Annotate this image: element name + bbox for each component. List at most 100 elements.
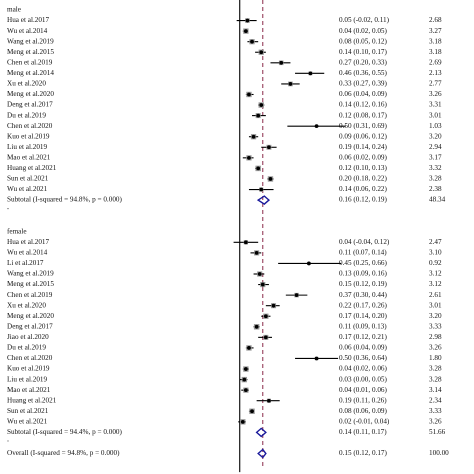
study-label: Chen et al.2020 [7, 122, 53, 130]
study-weight-value: 3.12 [429, 280, 442, 288]
study-ci-value: 0.13 (0.09, 0.16) [339, 270, 388, 278]
study-weight-value: 3.31 [429, 101, 442, 109]
study-weight-value: 3.14 [429, 386, 442, 394]
study-point [242, 377, 247, 382]
study-weight-value: 2.47 [429, 238, 442, 246]
study-label: Huang et al.2021 [7, 164, 57, 172]
study-label: Wang et al.2019 [7, 37, 54, 45]
study-ci-value: 0.02 (-0.01, 0.04) [339, 417, 390, 425]
study-weight-value: 2.77 [429, 80, 442, 88]
study-label: Wang et al.2019 [7, 270, 54, 278]
study-ci-value: 0.14 (0.10, 0.17) [339, 48, 388, 56]
study-point [260, 282, 265, 287]
study-point [245, 18, 250, 23]
study-label: Meng et al.2020 [7, 90, 54, 98]
study-ci-value: 0.12 (0.08, 0.17) [339, 111, 388, 119]
study-label: Du et al.2019 [7, 111, 46, 119]
study-point [254, 324, 259, 329]
study-ci-value: 0.06 (0.02, 0.09) [339, 153, 388, 161]
study-point [271, 303, 276, 308]
study-point [268, 177, 273, 181]
study-label: Deng et al.2017 [7, 101, 53, 109]
study-label: Sun et al.2021 [7, 407, 49, 415]
subtotal-diamond [256, 195, 270, 205]
study-point [256, 113, 261, 118]
study-ci-value: 0.08 (0.06, 0.09) [339, 407, 388, 415]
study-ci-value: 0.06 (0.04, 0.09) [339, 344, 388, 352]
study-ci-value: 0.19 (0.11, 0.26) [339, 396, 387, 404]
study-weight-value: 3.26 [429, 417, 442, 425]
subtotal-label: Subtotal (I-squared = 94.8%, p = 0.000) [7, 196, 123, 204]
study-weight-value: 3.33 [429, 407, 442, 415]
study-point [259, 103, 264, 107]
study-weight-value: 2.34 [429, 396, 442, 404]
study-label: Kuo et al.2019 [7, 132, 50, 140]
study-point [279, 60, 284, 65]
study-label: Wu et al.2021 [7, 185, 48, 193]
study-weight-value: 3.18 [429, 48, 442, 56]
subtotal-ci-value: 0.16 (0.12, 0.19) [339, 196, 388, 204]
study-ci-value: 0.27 (0.20, 0.33) [339, 58, 388, 66]
overall-weight-value: 100.00 [429, 449, 449, 457]
study-ci-value: 0.04 (0.02, 0.06) [339, 365, 388, 373]
study-point [308, 71, 313, 76]
study-ci-value: 0.17 (0.14, 0.20) [339, 312, 388, 320]
study-ci-value: 0.11 (0.07, 0.14) [339, 249, 387, 257]
study-weight-value: 2.94 [429, 143, 442, 151]
study-label: Liu et al.2019 [7, 143, 48, 151]
study-point [254, 250, 259, 255]
subtotal-weight-value: 48.34 [429, 196, 446, 204]
study-point [251, 134, 256, 139]
study-label: Wu et al.2014 [7, 249, 48, 257]
study-weight-value: 3.18 [429, 37, 442, 45]
study-point [243, 240, 248, 245]
study-point [259, 187, 264, 192]
study-ci-value: 0.04 (0.02, 0.05) [339, 27, 388, 35]
subtotal-ci-value: 0.14 (0.11, 0.17) [339, 428, 387, 436]
study-point [247, 155, 251, 160]
study-ci-value: 0.08 (0.05, 0.12) [339, 37, 388, 45]
study-weight-value: 2.61 [429, 291, 442, 299]
study-ci-value: 0.04 (-0.04, 0.12) [339, 238, 390, 246]
study-point [240, 419, 245, 424]
study-label: Meng et al.2020 [7, 312, 54, 320]
study-ci-value: 0.19 (0.14, 0.24) [339, 143, 388, 151]
study-point [263, 314, 268, 319]
study-label: Mao et al.2021 [7, 386, 51, 394]
study-ci-value: 0.09 (0.06, 0.12) [339, 132, 388, 140]
study-weight-value: 2.98 [429, 333, 442, 341]
study-point [288, 82, 293, 86]
study-weight-value: 3.33 [429, 322, 442, 330]
separator-dot [7, 208, 9, 210]
overall-diamond [257, 448, 267, 459]
study-label: Xu et al.2020 [7, 80, 46, 88]
study-ci-value: 0.03 (0.00, 0.05) [339, 375, 388, 383]
study-ci-value: 0.50 (0.31, 0.69) [339, 122, 388, 130]
study-ci-value: 0.06 (0.04, 0.09) [339, 90, 388, 98]
study-point [243, 388, 248, 393]
study-label: Wu et al.2021 [7, 417, 48, 425]
study-weight-value: 3.27 [429, 27, 442, 35]
study-weight-value: 3.20 [429, 312, 442, 320]
study-point [243, 29, 248, 34]
study-weight-value: 2.68 [429, 16, 442, 24]
study-weight-value: 2.13 [429, 69, 442, 77]
study-label: Chen et al.2019 [7, 291, 53, 299]
study-point [306, 261, 311, 266]
overall-label: Overall (I-squared = 94.8%, p = 0.000) [7, 449, 120, 457]
study-weight-value: 2.38 [429, 185, 442, 193]
study-weight-value: 0.92 [429, 259, 442, 267]
group-label: female [7, 227, 27, 235]
study-weight-value: 1.03 [429, 122, 442, 130]
study-label: Sun et al.2021 [7, 175, 49, 183]
study-ci-value: 0.15 (0.12, 0.19) [339, 280, 388, 288]
study-label: Jiao et al.2020 [7, 333, 49, 341]
study-ci-value: 0.05 (-0.02, 0.11) [339, 16, 390, 24]
separator-dot [7, 440, 9, 442]
study-label: Xu et al.2020 [7, 301, 46, 309]
study-ci-value: 0.11 (0.09, 0.13) [339, 322, 387, 330]
study-ci-value: 0.17 (0.12, 0.21) [339, 333, 388, 341]
study-weight-value: 3.20 [429, 132, 442, 140]
study-label: Du et al.2019 [7, 344, 46, 352]
